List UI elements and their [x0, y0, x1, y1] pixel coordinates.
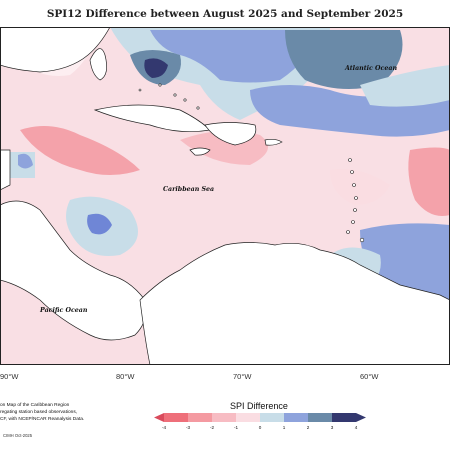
legend-tick-label: -2 — [210, 425, 215, 430]
islands-layer — [138, 83, 365, 243]
credit-line: regating station based observations, — [0, 410, 78, 415]
legend-swatch — [188, 413, 212, 422]
legend-title: SPI Difference — [230, 401, 288, 411]
legend-swatch — [260, 413, 284, 422]
legend-swatch — [212, 413, 236, 422]
yucatan-landmass — [0, 149, 11, 191]
data-credit: on Map of the Caribbean Region regating … — [0, 402, 140, 423]
credit-line: CF, with NCEP/NCAR Reanalysis Data. — [0, 417, 85, 422]
legend-tick-label: 3 — [331, 425, 334, 430]
legend-swatch — [332, 413, 356, 422]
legend-swatch — [284, 413, 308, 422]
florida-peninsula — [89, 48, 107, 81]
longitude-label-70w: 70°W — [233, 372, 252, 381]
caribbean-sea-label: Caribbean Sea — [163, 186, 214, 193]
north-america-landmass — [0, 27, 111, 73]
legend-tick-label: -4 — [162, 425, 167, 430]
pacific-ocean-label: Pacific Ocean — [39, 307, 88, 314]
longitude-label-90w: 90°W — [0, 372, 19, 381]
legend-tick-label: 2 — [307, 425, 310, 430]
south-america-landmass — [139, 242, 450, 365]
map-title: SPI12 Difference between August 2025 and… — [46, 8, 404, 20]
jamaica-island — [189, 147, 211, 156]
land-layer — [0, 27, 450, 365]
legend-swatches — [154, 413, 366, 422]
issue-stamp: CIMH Oct-2025 — [3, 433, 33, 438]
legend-arrow-high — [356, 413, 366, 422]
spi-difference-map: Atlantic Ocean Caribbean Sea Pacific Oce… — [0, 27, 450, 365]
legend-swatch — [236, 413, 260, 422]
legend-arrow-low — [154, 413, 164, 422]
puerto-rico-island — [264, 138, 283, 146]
legend-swatch — [164, 413, 188, 422]
legend-tick-label: -1 — [234, 425, 239, 430]
color-legend: -4 -3 -2 -1 0 1 2 3 4 — [154, 413, 366, 430]
longitude-label-80w: 80°W — [116, 372, 135, 381]
atlantic-ocean-label: Atlantic Ocean — [344, 65, 397, 72]
longitude-label-60w: 60°W — [360, 372, 379, 381]
legend-tick-label: 0 — [259, 425, 262, 430]
hispaniola-island — [204, 122, 257, 146]
legend-tick-label: -3 — [186, 425, 191, 430]
credit-line: on Map of the Caribbean Region — [0, 403, 70, 408]
legend-swatch — [308, 413, 332, 422]
legend-tick-label: 1 — [283, 425, 286, 430]
legend-ticks: -4 -3 -2 -1 0 1 2 3 4 — [162, 425, 358, 430]
legend-tick-label: 4 — [355, 425, 358, 430]
